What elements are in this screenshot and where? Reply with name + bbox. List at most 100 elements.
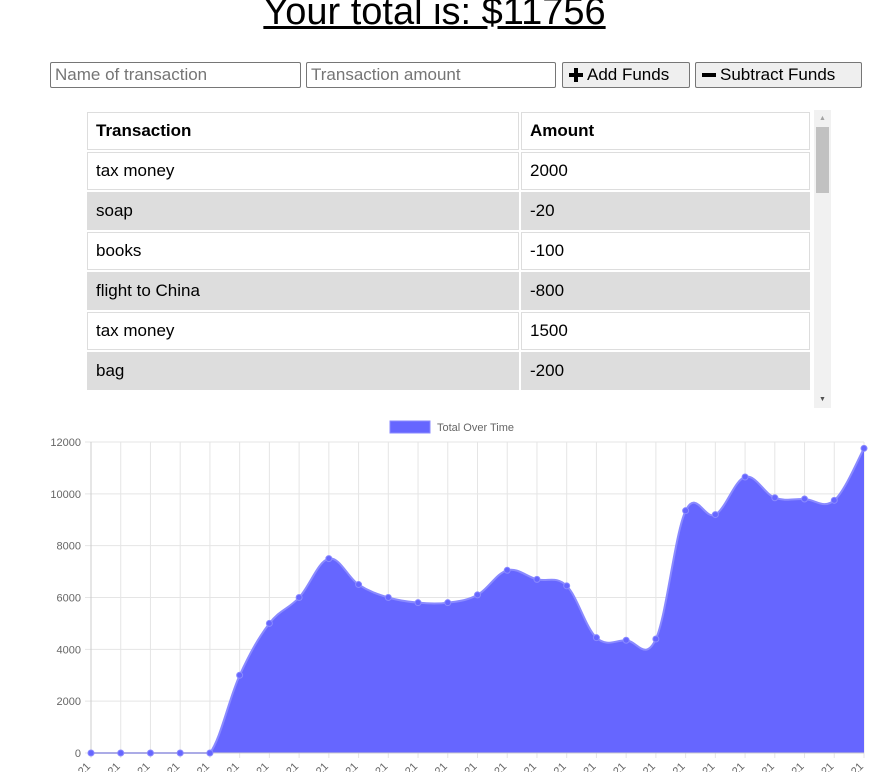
table-row: flight to China -800 (87, 272, 810, 310)
data-point (325, 555, 333, 563)
total-heading: Your total is: $11756 (263, 0, 606, 33)
x-tick-label: ...21 (159, 761, 183, 772)
data-point (741, 473, 749, 481)
x-tick-label: ...21 (753, 761, 777, 772)
data-point (146, 749, 154, 757)
table-row: books -100 (87, 232, 810, 270)
x-tick-label: ...21 (278, 761, 302, 772)
subtract-funds-label: Subtract Funds (720, 65, 836, 84)
transaction-name-cell: soap (87, 192, 519, 230)
y-tick-label: 0 (75, 748, 81, 760)
x-tick-label: ...21 (545, 761, 569, 772)
table-scrollbar[interactable]: ▲ ▼ (814, 110, 831, 408)
column-header-transaction: Transaction (87, 112, 519, 150)
add-funds-button[interactable]: Add Funds (562, 62, 690, 88)
x-tick-label: ...21 (248, 761, 272, 772)
data-point (295, 594, 303, 601)
data-point (801, 495, 809, 503)
x-tick-label: ...21 (456, 761, 480, 772)
transaction-name-cell: tax money (87, 312, 519, 350)
y-tick-label: 4000 (57, 644, 81, 656)
transaction-amount-cell: -20 (521, 192, 810, 230)
table-row: tax money 2000 (87, 152, 810, 190)
transaction-name-cell: bag (87, 352, 519, 390)
data-point (474, 591, 481, 599)
data-point (414, 599, 422, 607)
series-area (91, 448, 864, 753)
add-funds-label: Add Funds (587, 65, 670, 84)
data-point (682, 507, 690, 515)
y-tick-label: 12000 (50, 437, 81, 449)
transactions-table: Transaction Amount tax money 2000 soap -… (85, 110, 812, 392)
data-point (355, 581, 363, 589)
data-point (563, 582, 571, 590)
transaction-amount-cell: -100 (521, 232, 810, 270)
total-over-time-chart: 0 2000 4000 6000 8000 10000 12000 ...21 ...21...… (50, 420, 868, 772)
y-tick-label: 8000 (57, 541, 81, 553)
minus-icon (702, 68, 716, 82)
x-tick-label: ...21 (426, 761, 450, 772)
x-tick-label: ...21 (129, 761, 153, 772)
y-tick-label: 10000 (50, 489, 81, 501)
table-row: bag -200 (87, 352, 810, 390)
y-tick-label: 2000 (57, 696, 81, 708)
data-point (830, 496, 838, 504)
data-point (771, 494, 779, 502)
transaction-name-cell: flight to China (87, 272, 519, 310)
data-point (87, 749, 95, 757)
data-point (860, 444, 868, 452)
plus-icon (569, 68, 583, 82)
x-tick-label: ...21 (367, 761, 391, 772)
table-row: tax money 1500 (87, 312, 810, 350)
x-tick-label: ...21 (99, 761, 123, 772)
scrollbar-thumb[interactable] (816, 127, 829, 193)
data-point (622, 636, 630, 644)
data-point (236, 671, 244, 679)
data-point (711, 511, 719, 519)
x-tick-label: ...21 (575, 761, 599, 772)
scroll-up-arrow-icon[interactable]: ▲ (819, 115, 826, 122)
x-tick-label: ...21 (188, 761, 212, 772)
x-tick-label: ...21 (337, 761, 361, 772)
data-point (652, 635, 660, 643)
transaction-name-cell: tax money (87, 152, 519, 190)
transactions-table-container[interactable]: Transaction Amount tax money 2000 soap -… (85, 110, 831, 408)
table-header-row: Transaction Amount (87, 112, 810, 150)
data-point (176, 749, 184, 757)
data-point (592, 634, 600, 642)
x-tick-label: ...21 (218, 761, 242, 772)
x-tick-label: ...21 (783, 761, 807, 772)
x-tick-label: ...21 (486, 761, 510, 772)
x-tick-label: ...21 (69, 761, 93, 772)
x-tick-label: ...21 (813, 761, 837, 772)
table-row: soap -20 (87, 192, 810, 230)
x-tick-label: ...21 (842, 761, 866, 772)
data-point (503, 566, 511, 574)
data-point (384, 594, 392, 601)
transaction-name-cell: books (87, 232, 519, 270)
transaction-amount-input[interactable] (306, 62, 556, 88)
scroll-down-arrow-icon[interactable]: ▼ (819, 396, 826, 403)
x-tick-label: ...21 (724, 761, 748, 772)
x-tick-label: ...21 (515, 761, 539, 772)
data-point (117, 749, 125, 757)
x-tick-label: ...21 (634, 761, 658, 772)
legend-swatch (389, 420, 431, 434)
transaction-amount-cell: 2000 (521, 152, 810, 190)
subtract-funds-button[interactable]: Subtract Funds (695, 62, 862, 88)
transaction-amount-cell: 1500 (521, 312, 810, 350)
legend-label: Total Over Time (437, 422, 514, 434)
x-tick-label: ...21 (664, 761, 688, 772)
x-tick-label: ...21 (397, 761, 421, 772)
transaction-amount-cell: -800 (521, 272, 810, 310)
x-tick-label: ...21 (605, 761, 629, 772)
x-tick-label: ...21 (694, 761, 718, 772)
y-tick-label: 6000 (57, 593, 81, 605)
data-point (533, 575, 541, 583)
x-tick-label: ...21 (307, 761, 331, 772)
column-header-amount: Amount (521, 112, 810, 150)
transaction-name-input[interactable] (50, 62, 301, 88)
data-point (265, 619, 273, 627)
data-point (206, 749, 214, 757)
data-point (444, 599, 452, 607)
